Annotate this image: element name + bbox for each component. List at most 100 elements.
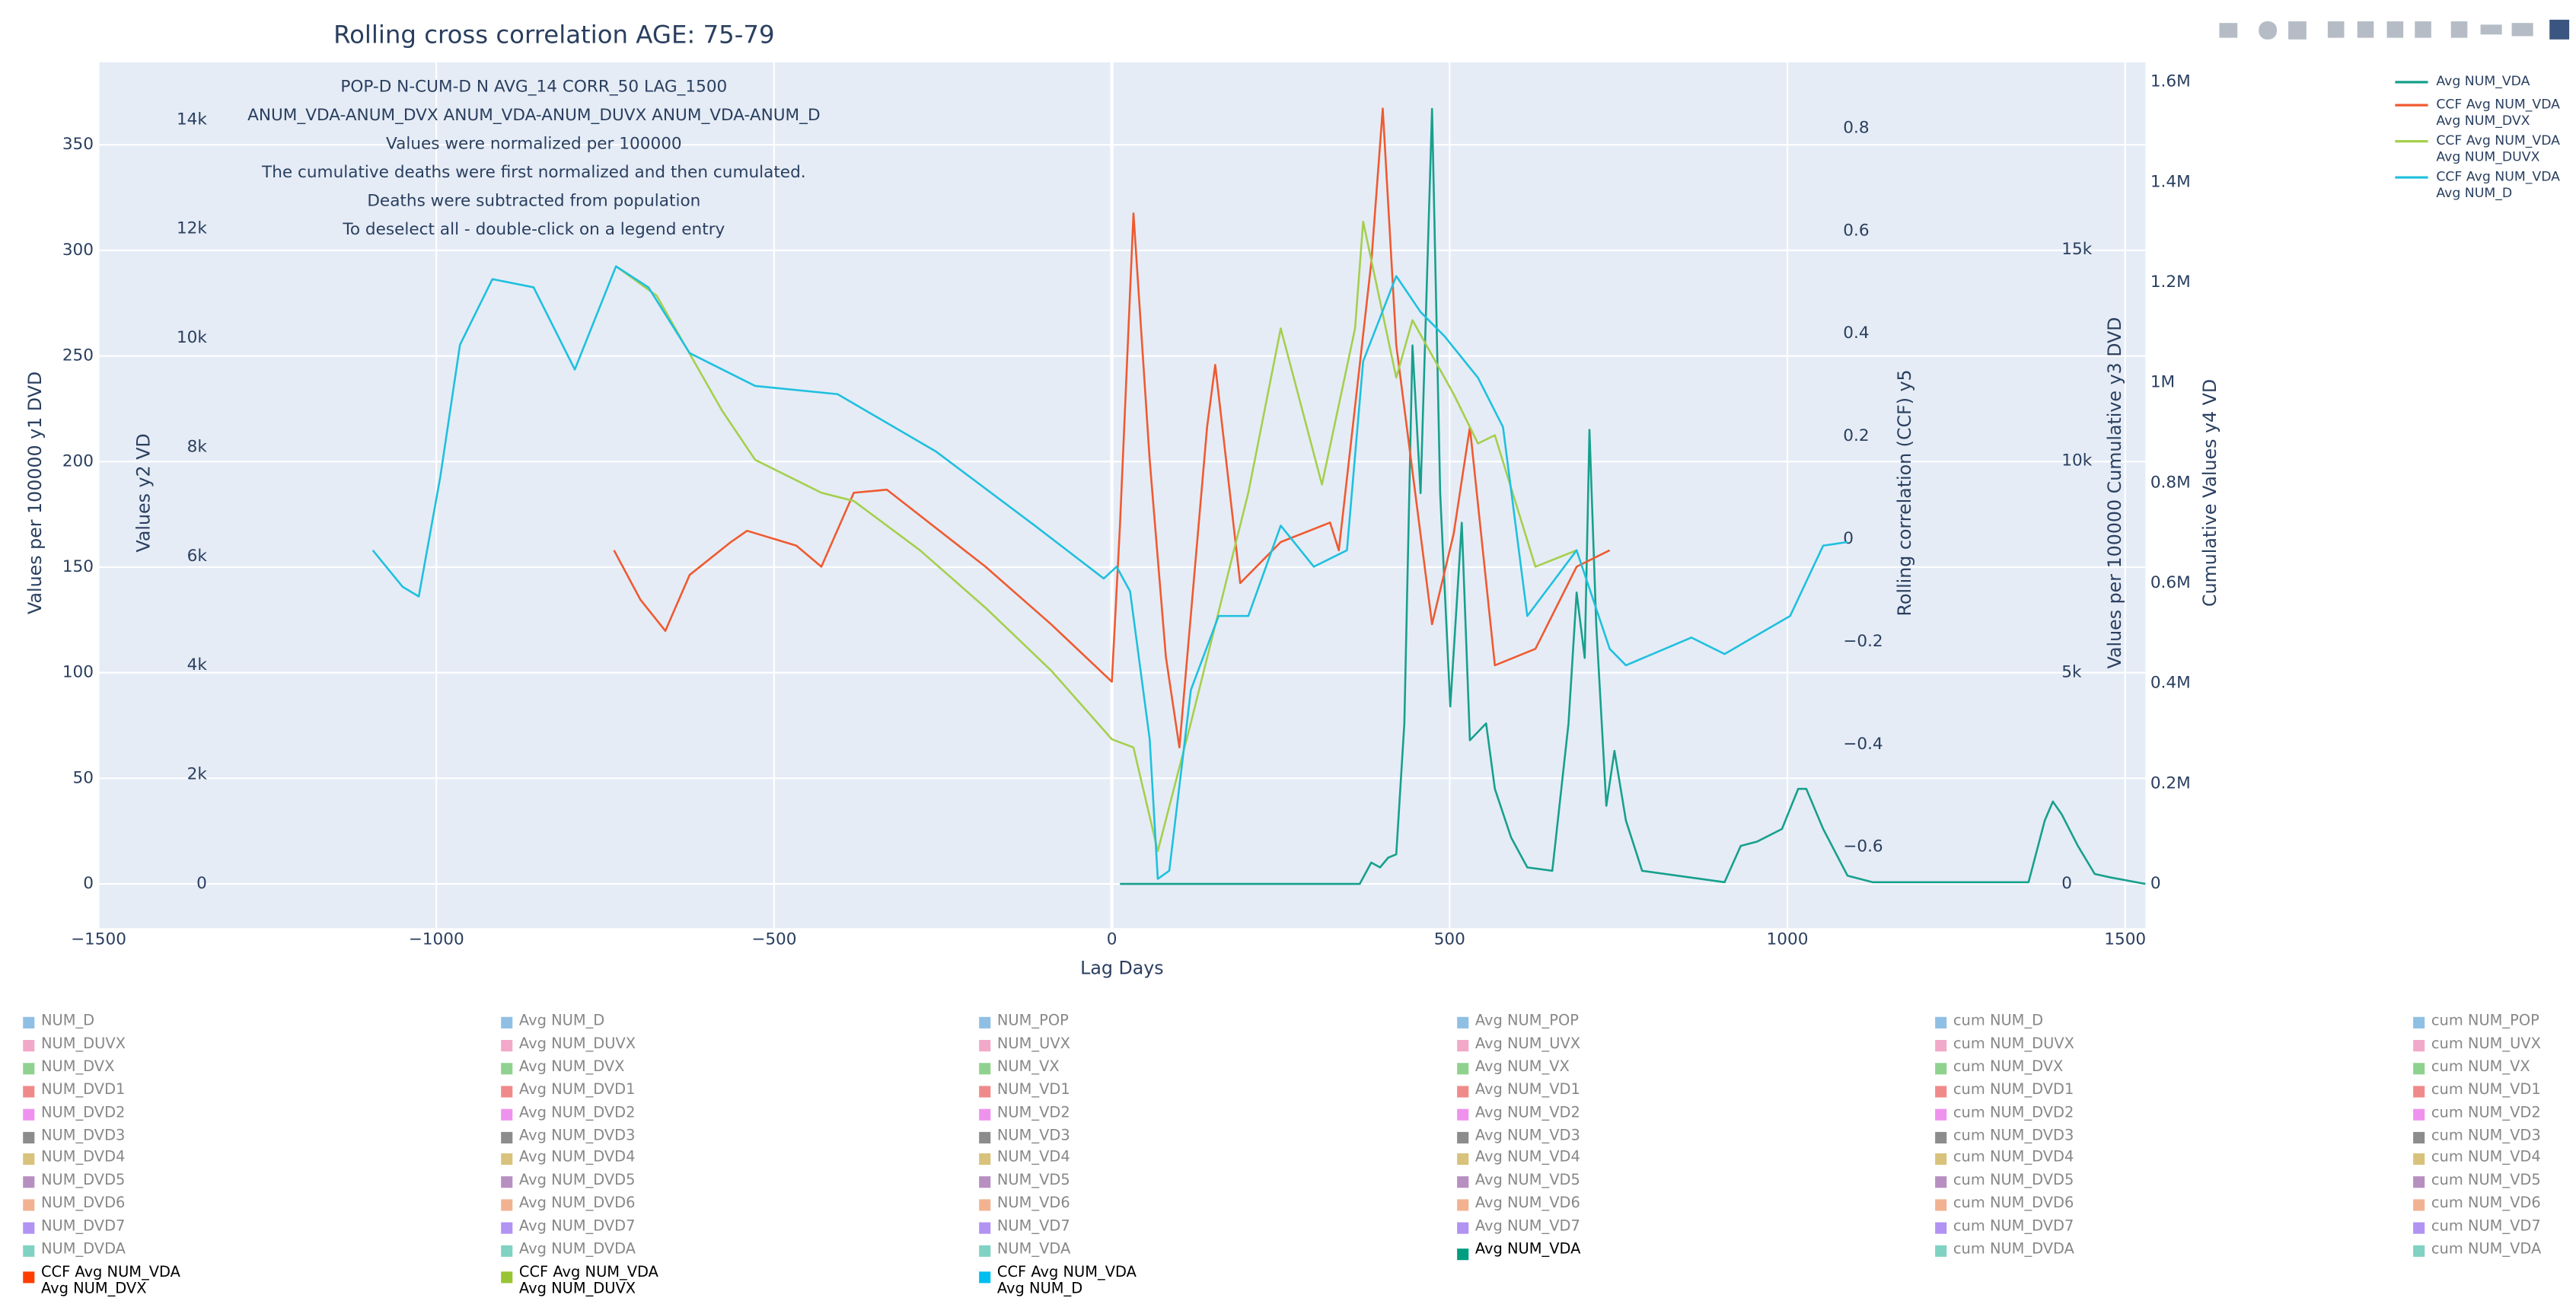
legend-label: cum NUM_VD7 <box>2431 1219 2541 1236</box>
legend-label: NUM_DVD1 <box>40 1082 126 1099</box>
legend-label: Avg NUM_D <box>518 1013 605 1031</box>
legend-label: Avg NUM_VD4 <box>1475 1150 1580 1168</box>
legend-label: cum NUM_VD1 <box>2431 1082 2541 1099</box>
legend-label: Avg NUM_DVX <box>518 1059 625 1076</box>
legend-label: cum NUM_DVD4 <box>1953 1150 2074 1168</box>
legend-swatch <box>1935 1108 1947 1120</box>
legend-label: cum NUM_VDA <box>2431 1242 2542 1259</box>
legend-label: NUM_DVD3 <box>40 1127 126 1145</box>
legend-label: NUM_DVD4 <box>40 1150 126 1168</box>
y-tick-label: 300 <box>62 241 94 260</box>
icon[interactable] <box>2219 23 2238 38</box>
icon[interactable] <box>2450 21 2468 38</box>
legend-label: Avg NUM_DVDA <box>518 1242 636 1259</box>
legend-swatch <box>1935 1085 1947 1097</box>
legend-swatch <box>1457 1016 1469 1029</box>
y-tick-label: 0 <box>2061 874 2072 893</box>
y-tick-label: 2k <box>187 765 208 784</box>
legend-swatch <box>501 1131 513 1143</box>
y-tick-label: 0.8 <box>1843 118 1869 137</box>
y-axis-title: Rolling correlation (CCF) y5 <box>1894 369 1915 616</box>
legend-label: NUM_VD1 <box>996 1082 1070 1099</box>
icon[interactable] <box>2288 21 2307 40</box>
legend-label: Avg NUM_VD1 <box>1475 1082 1580 1099</box>
legend-swatch <box>1457 1039 1469 1051</box>
legend-label: Avg NUM_UVX <box>1475 1036 1581 1054</box>
legend-label: NUM_DVX <box>40 1059 115 1076</box>
legend-swatch <box>23 1131 35 1143</box>
toolbar[interactable] <box>2219 19 2570 40</box>
legend-label: cum NUM_VD6 <box>2431 1196 2541 1214</box>
legend-swatch <box>23 1108 35 1120</box>
x-tick-label: 1500 <box>2104 930 2146 949</box>
y-tick-label: 10k <box>2061 451 2092 470</box>
legend-label: cum NUM_VD4 <box>2431 1150 2541 1168</box>
legend-label: NUM_VD5 <box>996 1173 1070 1191</box>
legend-label: cum NUM_DVD2 <box>1953 1105 2074 1122</box>
x-tick-label: −1000 <box>409 930 464 949</box>
x-tick-label: 0 <box>1107 930 1117 949</box>
legend-label: Avg NUM_VD7 <box>1475 1219 1580 1236</box>
legend-label: Avg NUM_VDA <box>1475 1242 1581 1259</box>
x-axis-title: Lag Days <box>1080 958 1164 979</box>
legend-swatch <box>23 1153 35 1166</box>
legend-swatch <box>2413 1039 2425 1051</box>
legend-label: Avg NUM_DUVX <box>518 1036 636 1054</box>
y-tick-label: 14k <box>177 110 207 129</box>
legend-swatch <box>1935 1153 1947 1166</box>
legend-label: NUM_VD4 <box>996 1150 1070 1168</box>
legend-label: NUM_DVDA <box>40 1242 126 1259</box>
icon[interactable] <box>2549 19 2570 40</box>
legend-swatch <box>2413 1153 2425 1166</box>
legend-label: cum NUM_VX <box>2431 1059 2530 1076</box>
icon[interactable] <box>2327 21 2345 38</box>
y-tick-label: 0.4 <box>1843 324 1869 343</box>
icon[interactable] <box>2511 23 2533 37</box>
legend-swatch <box>2413 1085 2425 1097</box>
x-tick-label: −1500 <box>71 930 126 949</box>
annotation: To deselect all - double-click on a lege… <box>342 220 725 239</box>
legend-swatch <box>979 1222 991 1234</box>
icon[interactable] <box>2480 24 2502 35</box>
y-tick-label: 0 <box>1843 529 1854 548</box>
y-tick-label: 1M <box>2150 373 2175 392</box>
y-tick-label: 10k <box>177 328 207 347</box>
legend-label: CCF Avg NUM_VDA Avg NUM_DUVX <box>2436 132 2561 164</box>
icon[interactable] <box>2357 21 2374 38</box>
legend-label: cum NUM_DVD5 <box>1953 1173 2074 1191</box>
legend-swatch <box>1935 1176 1947 1188</box>
icon[interactable] <box>2386 21 2404 38</box>
series-line <box>615 220 1577 853</box>
legend-label: Avg NUM_DVD2 <box>518 1105 636 1122</box>
legend-label: CCF Avg NUM_VDA Avg NUM_DUVX <box>518 1265 658 1298</box>
legend-swatch <box>23 1271 35 1284</box>
legend-label: Avg NUM_POP <box>1475 1013 1579 1031</box>
legend-label: NUM_VX <box>996 1059 1060 1076</box>
y-tick-label: 250 <box>62 346 94 365</box>
series-line <box>613 107 1611 749</box>
legend-label: cum NUM_DVD6 <box>1953 1196 2074 1214</box>
legend-swatch <box>979 1039 991 1051</box>
legend-label: Avg NUM_DVD6 <box>518 1196 636 1214</box>
icon[interactable] <box>2415 21 2431 38</box>
chart-title: Rolling cross correlation AGE: 75-79 <box>333 20 775 49</box>
legend-swatch <box>23 1222 35 1234</box>
legend-swatch <box>2413 1016 2425 1029</box>
legend-swatch <box>23 1176 35 1188</box>
legend-label: NUM_DVD7 <box>40 1219 126 1236</box>
icon[interactable] <box>2259 21 2277 40</box>
legend-swatch <box>501 1016 513 1029</box>
legend-swatch <box>501 1176 513 1188</box>
legend-label: cum NUM_VD5 <box>2431 1173 2541 1191</box>
legend-swatch <box>501 1062 513 1074</box>
y-tick-label: 0 <box>83 874 94 893</box>
series-line <box>1120 107 2146 885</box>
legend-swatch <box>1457 1131 1469 1143</box>
legend-swatch <box>2413 1131 2425 1143</box>
legend-swatch <box>23 1085 35 1097</box>
y-tick-label: 6k <box>187 547 208 566</box>
y-tick-label: −0.2 <box>1843 632 1883 651</box>
legend-label: NUM_UVX <box>996 1036 1070 1054</box>
